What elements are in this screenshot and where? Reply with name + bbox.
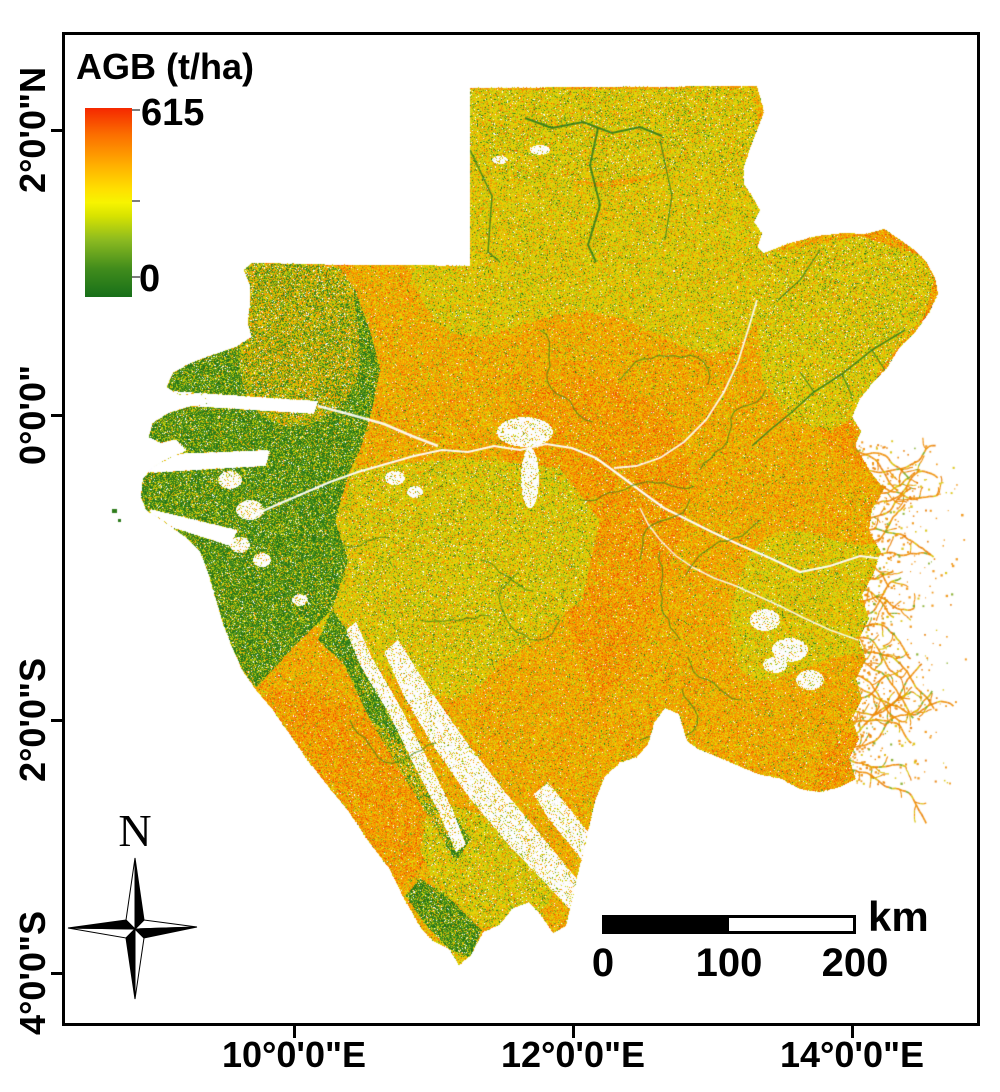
y-axis-tick — [51, 718, 63, 722]
north-arrow-blade — [67, 927, 137, 939]
colorbar-tick-top — [132, 109, 140, 111]
north-arrow-blade — [125, 927, 136, 1000]
x-axis-tick — [850, 1026, 854, 1038]
north-arrow: N — [67, 805, 198, 1000]
y-axis-tick-label: 4°0'0"S — [12, 910, 53, 1036]
x-axis-tick-label: 12°0'0"E — [500, 1034, 646, 1075]
y-axis-tick-label: 2°0'0"S — [12, 657, 53, 783]
y-axis-tick — [51, 971, 63, 975]
y-axis-tick-label: 0°0'0" — [12, 364, 53, 466]
scale-bar-unit: km — [868, 893, 929, 940]
north-arrow-blade — [125, 857, 136, 931]
north-arrow-label: N — [118, 805, 151, 856]
scale-bar-number: 200 — [821, 941, 889, 985]
x-axis-tick — [292, 1026, 296, 1038]
colorbar-tick-bottom — [132, 276, 140, 278]
colorbar-tick-middle — [132, 200, 140, 202]
legend-min-value: 0 — [139, 258, 161, 300]
x-axis-tick — [571, 1026, 575, 1038]
north-arrow-blade — [134, 927, 145, 1000]
x-axis-tick-label: 14°0'0"E — [779, 1034, 925, 1075]
scale-bar-number: 0 — [591, 941, 615, 985]
legend-max-value: 615 — [141, 92, 205, 134]
x-axis-tick-label: 10°0'0"E — [221, 1034, 367, 1075]
scale-bar-filled-segment — [605, 918, 729, 931]
north-arrow-blade — [67, 919, 137, 930]
scale-bar — [602, 915, 856, 934]
y-axis-tick-label: 2°0'0"N — [12, 66, 53, 194]
legend-title: AGB (t/ha) — [76, 46, 254, 87]
scale-bar-number: 100 — [695, 941, 763, 985]
y-axis-tick — [51, 413, 63, 417]
north-arrow-blade — [134, 857, 145, 931]
legend-colorbar — [85, 108, 132, 297]
north-arrow-blade — [133, 926, 198, 939]
y-axis-tick — [51, 128, 63, 132]
